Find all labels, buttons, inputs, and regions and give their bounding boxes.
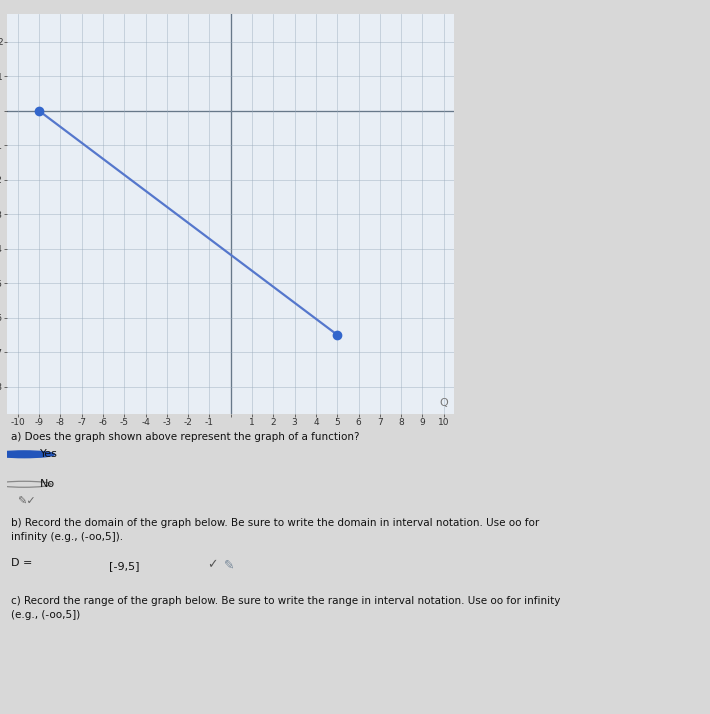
Text: ✎✓: ✎✓	[17, 497, 36, 507]
Text: b) Record the domain of the graph below. Be sure to write the domain in interval: b) Record the domain of the graph below.…	[11, 518, 539, 528]
Text: (e.g., (-oo,5]): (e.g., (-oo,5])	[11, 610, 80, 620]
Text: c) Record the range of the graph below. Be sure to write the range in interval n: c) Record the range of the graph below. …	[11, 596, 560, 606]
Text: D =: D =	[11, 558, 32, 568]
Text: ✓: ✓	[207, 558, 218, 571]
Text: No: No	[40, 479, 55, 489]
Text: infinity (e.g., (-oo,5]).: infinity (e.g., (-oo,5]).	[11, 532, 123, 542]
Text: ✎: ✎	[224, 558, 234, 571]
Text: [-9,5]: [-9,5]	[109, 560, 139, 570]
Circle shape	[0, 451, 55, 458]
Text: a) Does the graph shown above represent the graph of a function?: a) Does the graph shown above represent …	[11, 432, 359, 442]
Text: Q: Q	[439, 398, 448, 408]
Text: Yes: Yes	[40, 449, 58, 459]
